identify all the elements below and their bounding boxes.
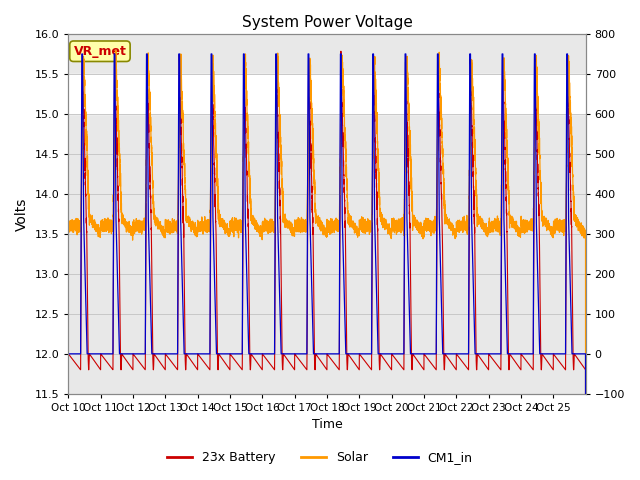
Title: System Power Voltage: System Power Voltage <box>241 15 412 30</box>
Y-axis label: Volts: Volts <box>15 197 29 230</box>
Legend: 23x Battery, Solar, CM1_in: 23x Battery, Solar, CM1_in <box>163 446 477 469</box>
X-axis label: Time: Time <box>312 419 342 432</box>
Bar <box>68 74 586 114</box>
Text: VR_met: VR_met <box>74 45 126 58</box>
